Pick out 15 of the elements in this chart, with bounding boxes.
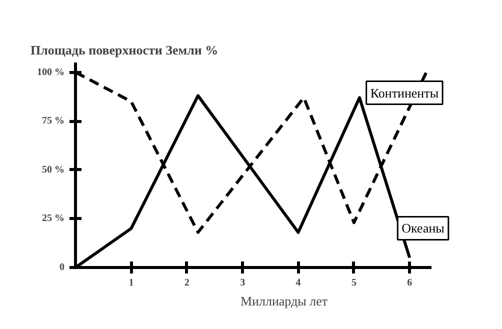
x-tick-label: 1 (128, 278, 134, 288)
x-tick-label: 2 (184, 278, 190, 288)
x-tick-label: 6 (407, 278, 412, 288)
series-label: Океаны (402, 220, 445, 236)
y-tick-label: 75 % (42, 116, 64, 127)
series-label: Континенты (370, 85, 439, 100)
y-tick-label: 50 % (42, 164, 64, 176)
y-tick-label: 100 % (37, 66, 64, 78)
y-tick-label: 0 (60, 262, 64, 273)
y-tick-label: 25 % (42, 213, 64, 224)
x-tick-label: 3 (240, 278, 246, 288)
chart-title: Площадь поверхности Земли % (30, 42, 218, 58)
x-tick-label: 4 (296, 278, 301, 288)
x-axis-title: Миллиарды лет (240, 294, 328, 308)
x-tick-label: 5 (351, 278, 356, 288)
